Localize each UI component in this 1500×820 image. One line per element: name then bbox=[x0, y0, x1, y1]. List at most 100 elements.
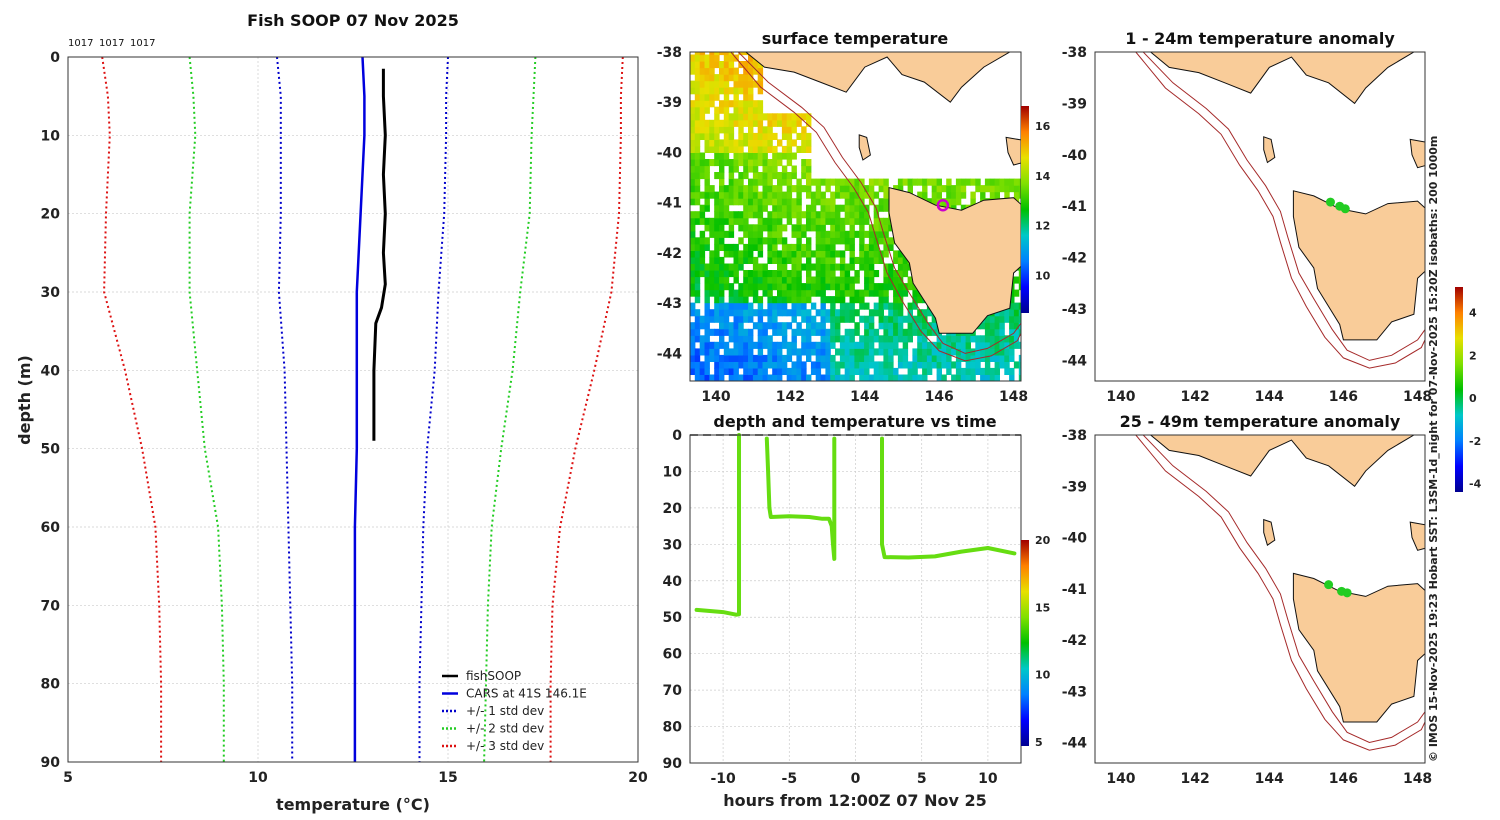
sst-cell bbox=[960, 341, 967, 349]
sst-cell bbox=[743, 354, 749, 362]
sst-cell bbox=[733, 296, 739, 304]
sst-cell bbox=[864, 185, 870, 193]
sst-cell bbox=[767, 224, 773, 232]
sst-cell bbox=[728, 354, 735, 362]
sst-cell bbox=[926, 178, 933, 186]
sst-cell bbox=[752, 172, 759, 180]
sst-cell bbox=[762, 185, 768, 193]
sst-cell bbox=[999, 309, 1005, 317]
sst-cell bbox=[772, 237, 778, 245]
sst-cell bbox=[859, 243, 865, 251]
anom-lower-title: 25 - 49m temperature anomaly bbox=[1120, 412, 1401, 431]
sst-cell bbox=[757, 276, 764, 284]
time-depth-track bbox=[694, 433, 1017, 617]
ship-position-marker bbox=[936, 198, 950, 212]
sst-cell bbox=[781, 289, 788, 297]
sst-cell bbox=[694, 52, 701, 56]
sst-cell bbox=[1018, 341, 1021, 349]
sst-cell bbox=[806, 276, 812, 284]
sst-cell bbox=[728, 52, 735, 56]
sst-cell bbox=[844, 276, 851, 284]
sst-cell bbox=[748, 224, 754, 232]
sst-cell bbox=[728, 74, 735, 82]
sst-cell bbox=[1009, 322, 1015, 330]
sst-cell bbox=[719, 126, 725, 134]
sst-cell bbox=[777, 224, 783, 232]
sst-cell bbox=[844, 283, 851, 291]
sst-cell bbox=[714, 367, 720, 375]
sst-cell bbox=[762, 172, 768, 180]
sst-cell bbox=[864, 270, 870, 278]
sst-cell bbox=[714, 296, 720, 304]
sst-cell bbox=[748, 348, 754, 356]
x-tick-label: -10 bbox=[710, 771, 736, 787]
sst-cell bbox=[936, 348, 942, 356]
sst-cell bbox=[849, 178, 855, 186]
sst-cell bbox=[786, 283, 793, 291]
sst-cell bbox=[743, 341, 749, 349]
sst-cell bbox=[955, 374, 962, 381]
sst-cell bbox=[849, 198, 855, 206]
sst-cell bbox=[830, 211, 836, 219]
sst-cell bbox=[839, 178, 846, 186]
sst-cell bbox=[728, 361, 735, 369]
sst-cell bbox=[694, 126, 701, 134]
sst-cell bbox=[835, 283, 841, 291]
sst-cell bbox=[743, 172, 749, 180]
sst-cell bbox=[1004, 348, 1010, 356]
sst-cell bbox=[796, 361, 802, 369]
sst-cell bbox=[844, 328, 851, 336]
sst-cell bbox=[704, 100, 710, 108]
sst-cell bbox=[1009, 309, 1015, 317]
sst-cell bbox=[888, 315, 894, 323]
sst-cell bbox=[704, 361, 710, 369]
sst-cell bbox=[738, 100, 744, 108]
sst-cell bbox=[868, 224, 875, 232]
sst-cell bbox=[820, 256, 826, 264]
sst-cell bbox=[801, 309, 807, 317]
sst-cell bbox=[883, 276, 889, 284]
sst-cell bbox=[907, 185, 913, 193]
sst-cell bbox=[806, 139, 812, 147]
sst-cell bbox=[849, 250, 855, 258]
sst-cell bbox=[796, 322, 802, 330]
sst-cell bbox=[907, 374, 913, 381]
sst-cell bbox=[999, 185, 1005, 193]
anomaly-colorbar bbox=[1455, 287, 1463, 492]
sst-cell bbox=[733, 93, 739, 101]
sst-cell bbox=[757, 80, 764, 88]
sst-cell bbox=[791, 289, 797, 297]
sst-cell bbox=[907, 309, 913, 317]
sst-cell bbox=[709, 276, 715, 284]
sst-cell bbox=[781, 152, 788, 160]
sst-cell bbox=[791, 152, 797, 160]
sst-cell bbox=[936, 191, 942, 199]
x-tick-label: 140 bbox=[701, 389, 730, 405]
sst-cell bbox=[820, 341, 826, 349]
sst-cell bbox=[810, 322, 817, 330]
sst-cell bbox=[893, 367, 899, 375]
sst-cell bbox=[786, 367, 793, 375]
sst-cell bbox=[955, 191, 962, 199]
sst-cell bbox=[767, 256, 773, 264]
sst-cell bbox=[714, 87, 720, 95]
sst-cell bbox=[757, 341, 764, 349]
y-tick-label: 80 bbox=[41, 677, 61, 693]
sst-cell bbox=[704, 322, 710, 330]
sst-cell bbox=[709, 185, 715, 193]
sst-cell bbox=[690, 289, 696, 297]
sst-cell bbox=[791, 139, 797, 147]
sst-cell bbox=[806, 348, 812, 356]
sst-cell bbox=[791, 263, 797, 271]
sst-cell bbox=[825, 354, 831, 362]
sst-cell bbox=[1018, 374, 1021, 381]
sst-cell bbox=[825, 361, 831, 369]
sst-cell bbox=[1009, 185, 1015, 193]
sst-cell bbox=[694, 367, 701, 375]
x-tick-label: 10 bbox=[248, 770, 268, 786]
sst-cell bbox=[806, 309, 812, 317]
sst-cell bbox=[849, 302, 855, 310]
sst-cell bbox=[810, 250, 817, 258]
sst-cell bbox=[733, 374, 739, 381]
sst-cell bbox=[883, 348, 889, 356]
